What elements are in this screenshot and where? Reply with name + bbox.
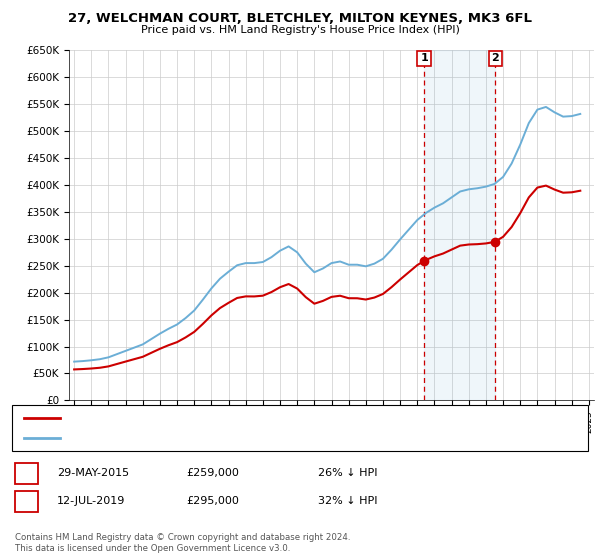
Text: 29-MAY-2015: 29-MAY-2015 [57, 468, 129, 478]
Text: 32% ↓ HPI: 32% ↓ HPI [318, 496, 377, 506]
Text: Contains HM Land Registry data © Crown copyright and database right 2024.
This d: Contains HM Land Registry data © Crown c… [15, 533, 350, 553]
Bar [424, 50, 495, 400]
Text: 27, WELCHMAN COURT, BLETCHLEY, MILTON KEYNES, MK3 6FL (detached house): 27, WELCHMAN COURT, BLETCHLEY, MILTON KE… [69, 413, 471, 423]
Text: 26% ↓ HPI: 26% ↓ HPI [318, 468, 377, 478]
Text: Price paid vs. HM Land Registry's House Price Index (HPI): Price paid vs. HM Land Registry's House … [140, 25, 460, 35]
Text: 27, WELCHMAN COURT, BLETCHLEY, MILTON KEYNES, MK3 6FL: 27, WELCHMAN COURT, BLETCHLEY, MILTON KE… [68, 12, 532, 25]
Text: £259,000: £259,000 [186, 468, 239, 478]
Text: 1: 1 [22, 466, 31, 480]
Text: 2: 2 [491, 53, 499, 63]
Text: 1: 1 [420, 53, 428, 63]
Text: 12-JUL-2019: 12-JUL-2019 [57, 496, 125, 506]
Text: £295,000: £295,000 [186, 496, 239, 506]
Text: 2: 2 [22, 494, 31, 508]
Text: HPI: Average price, detached house, Milton Keynes: HPI: Average price, detached house, Milt… [69, 433, 323, 443]
